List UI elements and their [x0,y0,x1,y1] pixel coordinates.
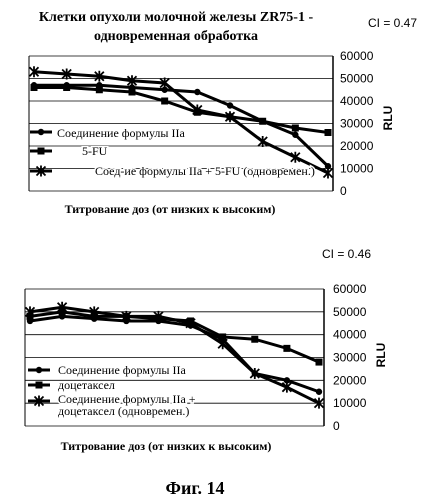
legend-label: Соединение формулы IIa + [58,392,196,406]
chart1-title-line1: Клетки опухоли молочной железы ZR75-1 - [39,10,314,25]
legend-marker [35,165,47,177]
chart1-title-line2: одновременная обработка [94,29,258,44]
data-point [219,333,227,341]
data-point [291,124,299,132]
y-tick-label: 40000 [340,94,374,108]
data-point [185,317,196,329]
data-point [56,301,68,313]
data-point [259,117,267,125]
data-point [89,306,100,318]
chart2-ylabel: RLU [374,343,388,368]
legend-label: доцетаксел (одновремен.) [58,404,189,418]
y-tick-label: 60000 [333,282,367,296]
series-line [29,305,320,405]
legend-label: Соед-ие формулы IIa + 5-FU (одновремен.) [95,164,315,178]
data-point [159,77,170,89]
y-tick-label: 0 [340,184,347,198]
y-tick-label: 50000 [340,72,374,86]
data-point [257,136,268,147]
data-point [249,367,260,379]
chart1-ci-label: CI = 0.47 [368,16,417,30]
data-point [224,111,236,123]
legend-marker [35,381,43,389]
chart2-ci-label: CI = 0.46 [322,247,371,261]
figure-caption: Фиг. 14 [166,478,225,498]
data-point [194,88,201,96]
data-point [126,75,138,87]
data-point [315,388,323,395]
legend-label: Соединение формулы IIa [58,363,186,377]
legend-marker [37,128,45,136]
legend-marker [35,366,43,374]
data-point [94,70,105,82]
y-tick-label: 10000 [333,396,367,410]
chart1-plot: 0 10000 20000 30000 40000 50000 60000 Соединени… [28,49,374,198]
data-point [313,397,325,409]
data-point [290,151,301,163]
data-point [283,377,291,384]
y-tick-label: 10000 [340,162,374,176]
data-point [128,88,136,96]
data-point [251,335,259,343]
series-line [33,70,329,175]
series-line [29,314,320,394]
data-point [226,102,234,109]
legend-label: Соединение формулы IIa [57,126,185,140]
data-point [161,86,168,93]
data-point [153,310,164,322]
y-tick-label: 60000 [340,49,374,63]
legend-marker [33,395,45,407]
chart1-xlabel: Титрование доз (от низких к высоким) [65,202,276,216]
data-point [292,131,299,138]
data-point [28,66,40,78]
chart2-xlabel: Титрование доз (от низких к высоким) [61,439,272,453]
data-point [217,338,228,350]
data-point [281,381,293,393]
legend-marker [37,147,45,155]
chart1-ylabel: RLU [381,106,395,131]
series-line [34,86,329,134]
y-tick-label: 0 [333,419,340,433]
data-point [61,68,72,80]
data-point [121,310,132,322]
y-tick-label: 30000 [333,351,367,365]
data-point [63,84,71,91]
data-point [315,358,323,366]
data-point [95,86,103,94]
y-tick-label: 20000 [333,373,367,387]
data-point [324,129,332,136]
data-point [30,84,38,91]
series-line [34,83,330,168]
legend-label: 5-FU [82,144,108,158]
y-tick-label: 20000 [340,139,374,153]
data-point [283,344,291,352]
data-point [324,163,332,170]
data-point [322,167,334,179]
y-tick-label: 30000 [340,117,374,131]
y-tick-label: 40000 [333,328,367,342]
y-tick-label: 50000 [333,305,367,319]
data-point [161,97,169,105]
data-point [192,104,203,116]
legend-label: доцетаксел [58,378,115,392]
chart2-plot: 0 10000 20000 30000 40000 50000 60000 Соединени… [24,282,367,433]
data-point [24,306,36,318]
